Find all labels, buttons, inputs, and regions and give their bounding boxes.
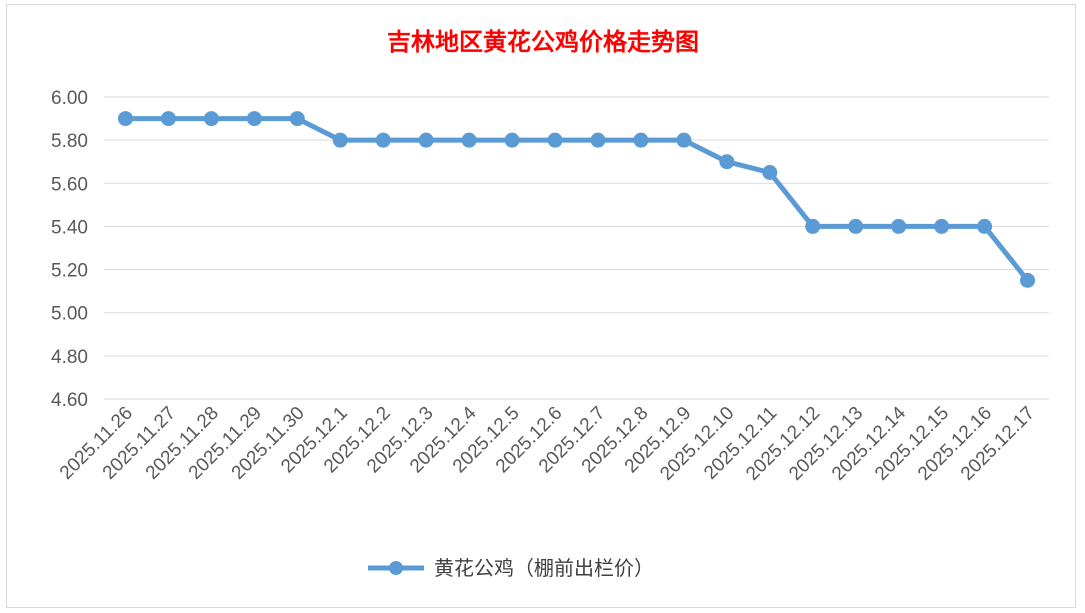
y-tick-label: 6.00 (51, 88, 88, 109)
legend: 黄花公鸡（棚前出栏价） (368, 556, 654, 580)
data-point (719, 154, 735, 170)
x-axis-ticks: 2025.11.262025.11.272025.11.282025.11.29… (56, 402, 1039, 484)
y-tick-label: 5.40 (51, 217, 88, 238)
y-tick-label: 5.80 (51, 131, 88, 152)
y-tick-label: 4.80 (51, 347, 88, 368)
data-point (762, 165, 778, 180)
data-point (934, 218, 950, 234)
data-point (1020, 272, 1036, 288)
y-tick-label: 4.60 (51, 390, 88, 411)
data-point (375, 132, 391, 148)
data-point (203, 111, 219, 127)
data-point (117, 111, 133, 127)
data-point (590, 132, 606, 148)
y-tick-label: 5.00 (51, 304, 88, 325)
y-tick-label: 5.20 (51, 261, 88, 282)
data-point (633, 132, 649, 148)
data-point (891, 218, 907, 234)
data-point (805, 218, 821, 234)
series-path (122, 116, 1031, 283)
data-point (289, 111, 305, 127)
y-tick-label: 5.60 (51, 174, 88, 195)
chart-title: 吉林地区黄花公鸡价格走势图 (387, 27, 699, 56)
data-point (848, 218, 864, 234)
series-line (117, 111, 1036, 288)
data-point (977, 218, 993, 234)
data-point (504, 132, 520, 148)
y-axis-ticks: 6.00 5.80 5.60 5.40 5.20 5.00 4.80 4.60 (51, 88, 88, 411)
legend-label: 黄花公鸡（棚前出栏价） (434, 556, 654, 580)
chart-container (6, 4, 1076, 608)
gridlines (104, 96, 1049, 400)
data-point (461, 132, 477, 148)
legend-marker (389, 561, 403, 575)
data-point (418, 132, 434, 148)
data-point (676, 132, 692, 148)
data-point (547, 132, 563, 148)
data-point (332, 132, 348, 148)
data-point (160, 111, 176, 127)
data-point (246, 111, 262, 127)
